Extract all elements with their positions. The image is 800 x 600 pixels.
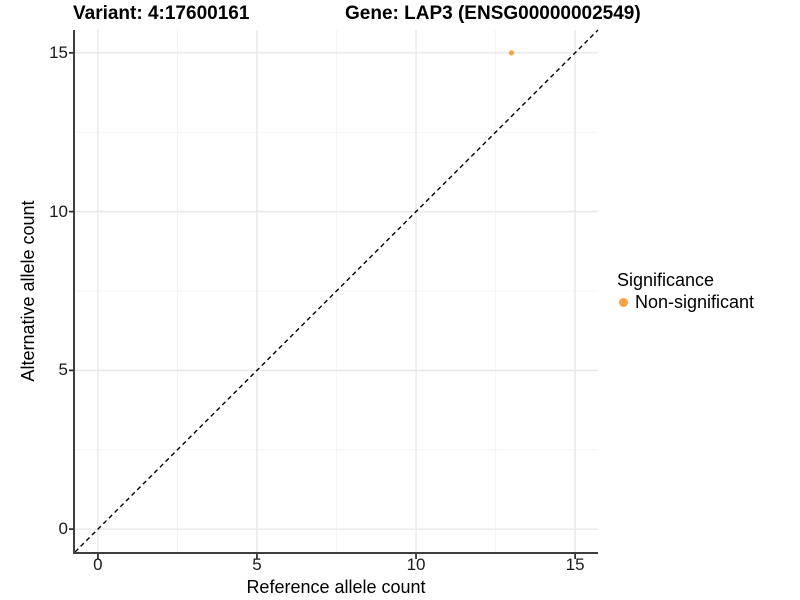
- x-tick-label: 5: [252, 555, 262, 574]
- y-tick-label: 10: [49, 201, 68, 221]
- legend: Significance Non-significant: [617, 270, 754, 312]
- data-point: [508, 50, 515, 56]
- identity-reference-line: [74, 29, 599, 553]
- y-axis-title: Alternative allele count: [18, 200, 38, 382]
- y-tick-label: 0: [58, 519, 68, 539]
- x-tick-label: 10: [406, 555, 426, 574]
- legend-item: Non-significant: [617, 292, 755, 312]
- plot-title-variant: Variant: 4:17600161: [73, 3, 250, 24]
- legend-point-icon: [619, 298, 628, 307]
- y-tick-label: 15: [49, 42, 68, 62]
- plot-title-gene: Gene: LAP3 (ENSG00000002549): [345, 3, 641, 24]
- x-axis-title: Reference allele count: [246, 577, 426, 597]
- legend-title: Significance: [617, 270, 715, 290]
- x-tick-label: 0: [93, 555, 103, 574]
- legend-item-label: Non-significant: [635, 292, 755, 312]
- y-tick-label: 5: [58, 360, 68, 380]
- x-tick-label: 15: [565, 555, 585, 574]
